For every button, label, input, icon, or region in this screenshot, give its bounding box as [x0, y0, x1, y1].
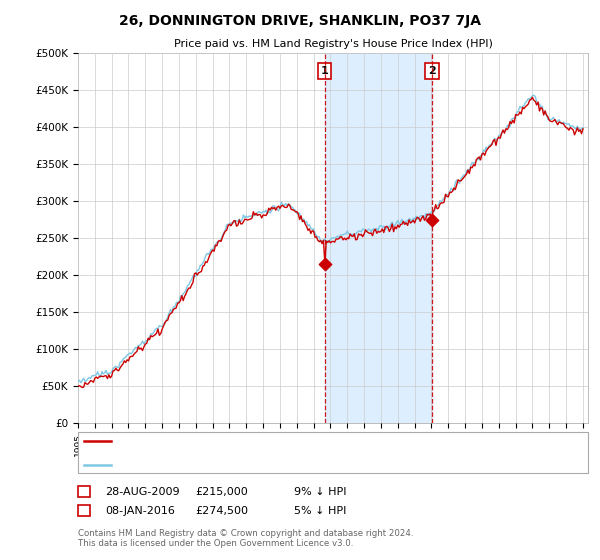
- Text: 26, DONNINGTON DRIVE, SHANKLIN, PO37 7JA (detached house): 26, DONNINGTON DRIVE, SHANKLIN, PO37 7JA…: [117, 436, 439, 446]
- Text: HPI: Average price, detached house, Isle of Wight: HPI: Average price, detached house, Isle…: [117, 460, 364, 470]
- Text: 2: 2: [80, 506, 88, 516]
- Text: 5% ↓ HPI: 5% ↓ HPI: [294, 506, 346, 516]
- Text: This data is licensed under the Open Government Licence v3.0.: This data is licensed under the Open Gov…: [78, 539, 353, 548]
- Text: 1: 1: [321, 66, 329, 76]
- Text: 1: 1: [80, 487, 88, 497]
- Text: 26, DONNINGTON DRIVE, SHANKLIN, PO37 7JA: 26, DONNINGTON DRIVE, SHANKLIN, PO37 7JA: [119, 14, 481, 28]
- Text: 08-JAN-2016: 08-JAN-2016: [105, 506, 175, 516]
- Title: Price paid vs. HM Land Registry's House Price Index (HPI): Price paid vs. HM Land Registry's House …: [173, 39, 493, 49]
- Text: £274,500: £274,500: [195, 506, 248, 516]
- Text: 28-AUG-2009: 28-AUG-2009: [105, 487, 179, 497]
- Point: [427, 215, 437, 224]
- Text: Contains HM Land Registry data © Crown copyright and database right 2024.: Contains HM Land Registry data © Crown c…: [78, 529, 413, 538]
- Text: 2: 2: [428, 66, 436, 76]
- Point: [320, 259, 329, 268]
- Text: £215,000: £215,000: [195, 487, 248, 497]
- Text: 9% ↓ HPI: 9% ↓ HPI: [294, 487, 347, 497]
- Bar: [325, 53, 432, 423]
